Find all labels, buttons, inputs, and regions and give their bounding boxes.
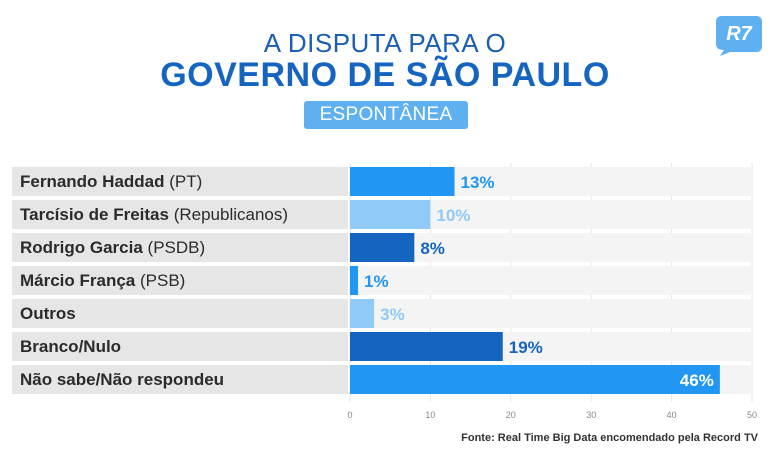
party-name: (PT)	[165, 172, 203, 191]
candidate-name: Fernando Haddad	[20, 172, 165, 191]
party-name: (PSDB)	[143, 238, 205, 257]
bar	[350, 266, 359, 295]
category-label-bg	[12, 332, 348, 361]
category-label: Fernando Haddad (PT)	[20, 172, 202, 191]
party-name: (Republicanos)	[169, 205, 288, 224]
party-name: (PSB)	[135, 271, 185, 290]
data-label: 46%	[680, 371, 714, 390]
row-track	[350, 299, 752, 328]
category-label: Márcio França (PSB)	[20, 271, 185, 290]
category-label-bg	[12, 266, 348, 295]
bar	[350, 200, 431, 229]
category-label-bg	[12, 299, 348, 328]
category-label: Não sabe/Não respondeu	[20, 370, 224, 389]
bar	[350, 365, 720, 394]
x-tick-label: 30	[586, 410, 596, 420]
x-tick-label: 40	[667, 410, 677, 420]
category-label-bg	[12, 365, 348, 394]
bar	[350, 299, 375, 328]
logo-shape	[716, 16, 762, 56]
bar	[350, 233, 415, 262]
x-tick-label: 0	[347, 410, 352, 420]
bar	[350, 167, 455, 196]
candidate-name: Não sabe/Não respondeu	[20, 370, 224, 389]
category-label-bg	[12, 233, 348, 262]
row-track	[350, 233, 752, 262]
category-label: Branco/Nulo	[20, 337, 121, 356]
candidate-name: Rodrigo Garcia	[20, 238, 143, 257]
candidate-name: Tarcísio de Freitas	[20, 205, 169, 224]
x-tick-label: 50	[747, 410, 757, 420]
subtitle-badge: ESPONTÂNEA	[304, 101, 468, 129]
candidate-name: Márcio França	[20, 271, 136, 290]
category-label-bg	[12, 200, 348, 229]
x-tick-label: 10	[425, 410, 435, 420]
data-label: 3%	[380, 305, 405, 324]
candidate-name: Outros	[20, 304, 76, 323]
candidate-name: Branco/Nulo	[20, 337, 121, 356]
category-label: Tarcísio de Freitas (Republicanos)	[20, 205, 288, 224]
bar	[350, 332, 503, 361]
source-note: Fonte: Real Time Big Data encomendado pe…	[461, 432, 758, 444]
data-label: 10%	[436, 206, 470, 225]
row-track	[350, 266, 752, 295]
data-label: 8%	[420, 239, 445, 258]
x-tick-label: 20	[506, 410, 516, 420]
data-label: 19%	[509, 338, 543, 357]
logo-text: R7	[726, 23, 752, 45]
title-line-1: A DISPUTA PARA O	[263, 28, 507, 58]
data-label: 1%	[364, 272, 389, 291]
category-label: Outros	[20, 304, 76, 323]
r7-logo: R7	[716, 16, 762, 56]
data-label: 13%	[461, 173, 495, 192]
category-label: Rodrigo Garcia (PSDB)	[20, 238, 205, 257]
page-title: GOVERNO DE SÃO PAULO	[160, 56, 610, 94]
category-label-bg	[12, 167, 348, 196]
